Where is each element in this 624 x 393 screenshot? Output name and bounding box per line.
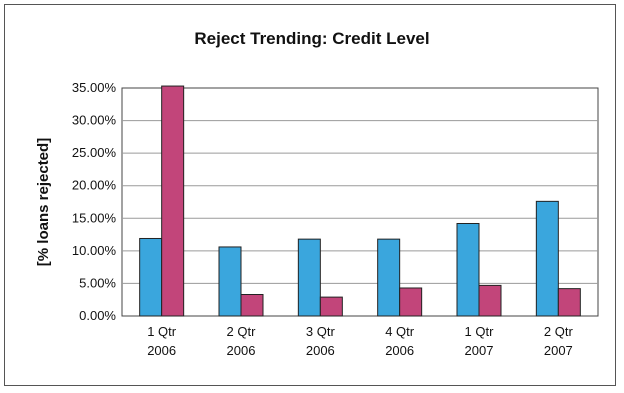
x-category-label: 2007: [544, 343, 573, 358]
bar-series-2: [400, 288, 422, 316]
y-tick-label: 15.00%: [72, 210, 117, 225]
x-category-label: 2006: [385, 343, 414, 358]
bar-series-2: [320, 297, 342, 316]
bar-series-2: [479, 285, 501, 316]
x-category-labels: 1 Qtr 2006 2 Qtr 2006 3 Qtr 2006 4 Qtr 2006 1 Qt…: [147, 324, 573, 358]
bar-series-1: [298, 239, 320, 316]
x-category-label: 2 Qtr: [227, 324, 257, 339]
y-tick-label: 35.00%: [72, 80, 117, 95]
x-category-label: 2 Qtr: [544, 324, 574, 339]
x-category-label: 1 Qtr: [147, 324, 177, 339]
bar-series-2: [241, 295, 263, 316]
y-tick-labels: 0.00% 5.00% 10.00% 15.00% 20.00% 25.00% 30.00%…: [72, 80, 117, 323]
bar-series-1: [378, 239, 400, 316]
x-category-label: 1 Qtr: [465, 324, 495, 339]
bar-series-2: [162, 86, 184, 316]
x-category-label: 2007: [465, 343, 494, 358]
x-category-label: 2006: [306, 343, 335, 358]
bar-series-2: [558, 289, 580, 316]
x-category-label: 4 Qtr: [385, 324, 415, 339]
y-tick-label: 20.00%: [72, 178, 117, 193]
bar-series-1: [457, 223, 479, 316]
y-tick-label: 10.00%: [72, 243, 117, 258]
plot-area: [122, 88, 598, 316]
y-tick-label: 0.00%: [79, 308, 116, 323]
y-tick-label: 5.00%: [79, 275, 116, 290]
y-tick-label: 25.00%: [72, 145, 117, 160]
bar-series-1: [140, 238, 162, 316]
bar-series-1: [219, 247, 241, 316]
y-tick-label: 30.00%: [72, 113, 117, 128]
x-category-label: 2006: [227, 343, 256, 358]
bar-series-1: [536, 201, 558, 316]
x-category-label: 3 Qtr: [306, 324, 336, 339]
y-axis-label: [% loans rejected]: [35, 138, 52, 266]
x-category-label: 2006: [147, 343, 176, 358]
